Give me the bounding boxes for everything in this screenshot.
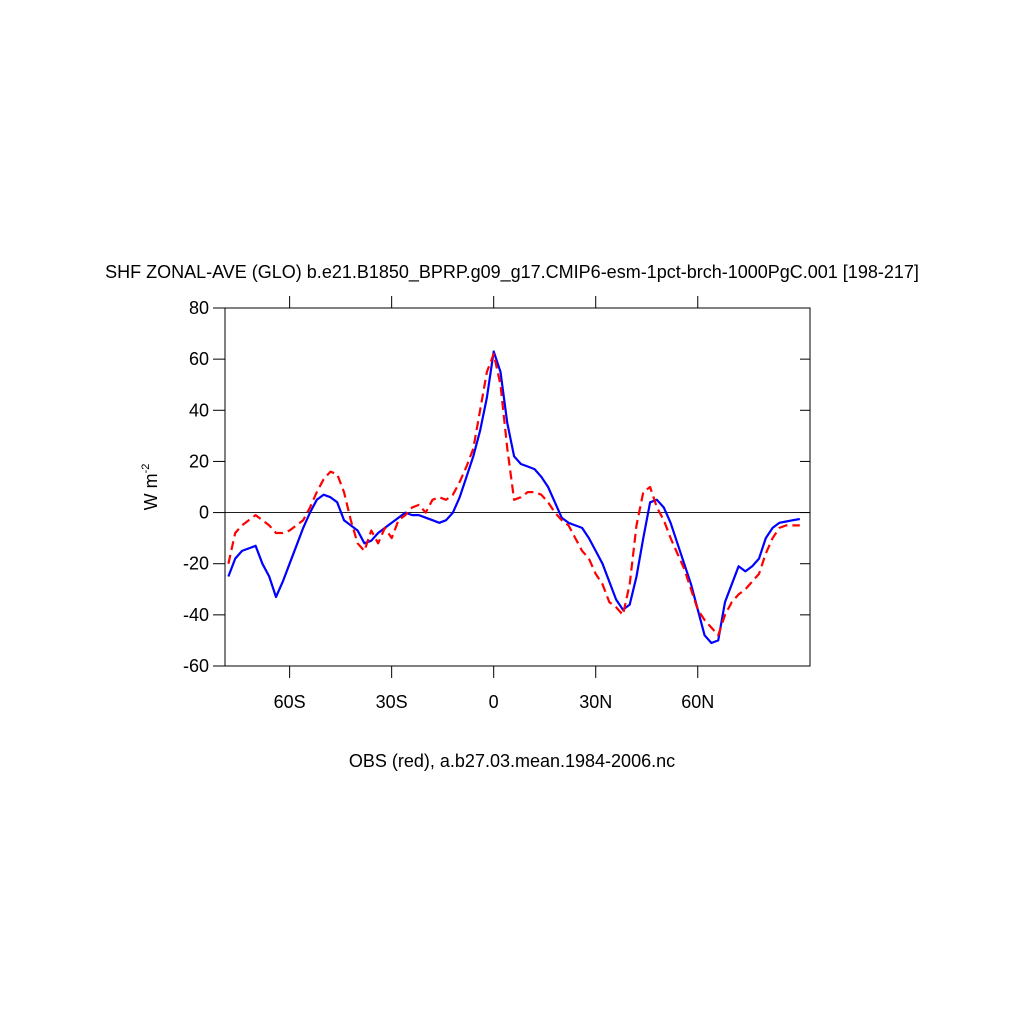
x-tick-label: 30S — [376, 692, 408, 712]
y-tick-label: 0 — [199, 503, 209, 523]
x-tick-label: 60N — [681, 692, 714, 712]
y-tick-label: 80 — [189, 298, 209, 318]
y-tick-label: 60 — [189, 349, 209, 369]
x-tick-label: 0 — [489, 692, 499, 712]
x-axis-label: OBS (red), a.b27.03.mean.1984-2006.nc — [349, 751, 675, 771]
plot-frame — [224, 307, 811, 667]
y-tick-label: -20 — [183, 554, 209, 574]
chart-title: SHF ZONAL-AVE (GLO) b.e21.B1850_BPRP.g09… — [105, 262, 919, 283]
y-axis-label-group: W m-2 — [140, 464, 161, 511]
y-axis-label-exponent: -2 — [140, 464, 152, 474]
y-tick-label: 40 — [189, 400, 209, 420]
series-line — [227, 352, 800, 637]
y-axis-label: W m-2 — [140, 464, 161, 511]
y-tick-label: 20 — [189, 451, 209, 471]
x-tick-label: 60S — [274, 692, 306, 712]
series-line — [227, 350, 800, 645]
y-tick-label: -60 — [183, 656, 209, 676]
y-tick-label: -40 — [183, 605, 209, 625]
y-axis-label-base: W m — [141, 473, 161, 510]
x-tick-label: 30N — [579, 692, 612, 712]
